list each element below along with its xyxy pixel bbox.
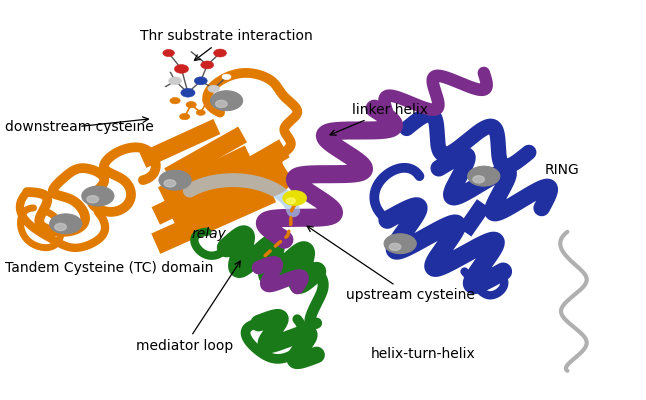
Circle shape — [203, 98, 212, 104]
Circle shape — [214, 49, 227, 57]
Circle shape — [201, 61, 214, 69]
Circle shape — [55, 224, 67, 230]
Circle shape — [170, 98, 180, 104]
Circle shape — [196, 110, 205, 115]
Text: mediator loop: mediator loop — [136, 261, 240, 353]
Circle shape — [384, 234, 416, 254]
Text: Thr substrate interaction: Thr substrate interaction — [140, 29, 313, 60]
Circle shape — [222, 74, 231, 80]
Circle shape — [180, 114, 190, 120]
Circle shape — [169, 77, 182, 85]
Circle shape — [82, 186, 114, 206]
Text: linker helix: linker helix — [330, 102, 428, 135]
Text: relay: relay — [191, 227, 226, 241]
Circle shape — [163, 50, 174, 57]
Text: helix-turn-helix: helix-turn-helix — [371, 347, 476, 361]
Circle shape — [473, 176, 484, 183]
Circle shape — [50, 214, 82, 234]
Circle shape — [159, 170, 191, 190]
Circle shape — [286, 198, 295, 204]
Text: downstream cysteine: downstream cysteine — [5, 117, 153, 134]
Circle shape — [208, 85, 220, 92]
Text: upstream cysteine: upstream cysteine — [307, 226, 474, 302]
Circle shape — [183, 46, 193, 52]
Circle shape — [158, 86, 166, 91]
Circle shape — [390, 243, 401, 250]
Circle shape — [186, 102, 196, 108]
Circle shape — [283, 191, 306, 205]
Circle shape — [164, 66, 173, 72]
Text: RING: RING — [545, 163, 579, 177]
Circle shape — [181, 88, 195, 97]
Circle shape — [174, 64, 189, 73]
Circle shape — [87, 196, 99, 203]
Circle shape — [194, 77, 207, 85]
Circle shape — [211, 91, 243, 111]
Circle shape — [164, 180, 176, 187]
Circle shape — [468, 166, 500, 186]
Text: Tandem Cysteine (TC) domain: Tandem Cysteine (TC) domain — [5, 260, 213, 274]
Circle shape — [216, 100, 227, 108]
